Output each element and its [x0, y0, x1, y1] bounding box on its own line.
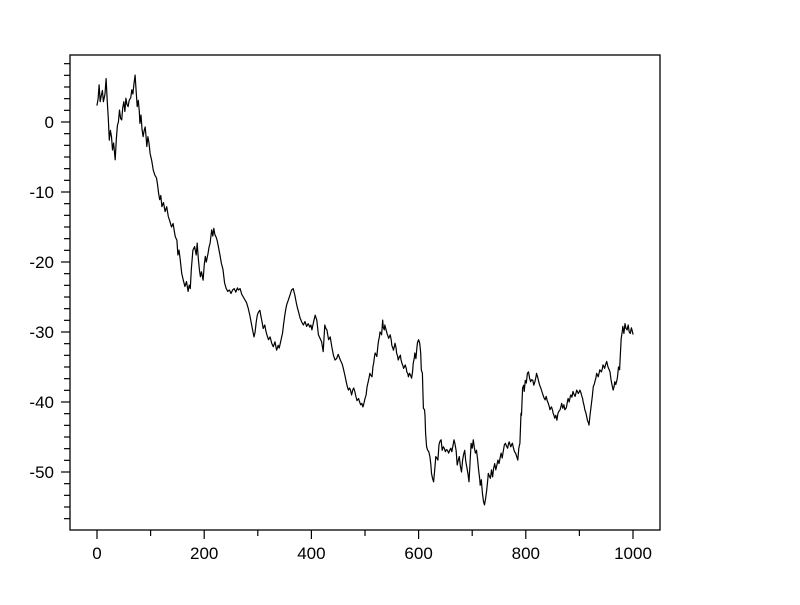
y-tick-label: -50 — [29, 463, 54, 482]
x-axis: 0 200 400 600 800 1000 — [92, 530, 652, 563]
y-tick-label: -10 — [29, 183, 54, 202]
series-line — [96, 74, 634, 506]
y-tick-label: 0 — [45, 113, 54, 132]
x-tick-label: 200 — [190, 544, 218, 563]
x-tick-label: 0 — [92, 544, 101, 563]
x-tick-label: 800 — [512, 544, 540, 563]
y-tick-label: -40 — [29, 393, 54, 412]
y-tick-label: -20 — [29, 253, 54, 272]
y-tick-label: -30 — [29, 323, 54, 342]
x-tick-label: 600 — [404, 544, 432, 563]
x-tick-label: 400 — [297, 544, 325, 563]
x-tick-label: 1000 — [614, 544, 652, 563]
y-axis: 0 -10 -20 -30 -40 -50 — [29, 63, 70, 520]
